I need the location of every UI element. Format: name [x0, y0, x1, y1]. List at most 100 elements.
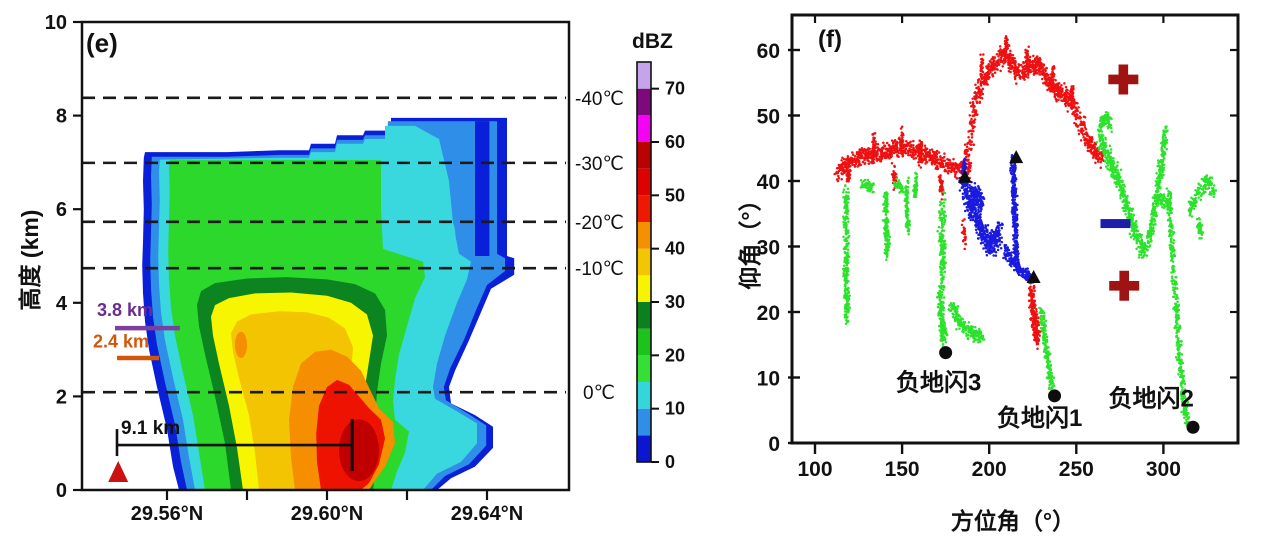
panel-e-y-tick-label: 0 [56, 480, 67, 502]
panel-e-y-tick-label: 8 [56, 106, 67, 128]
lightning-branch-red [1027, 275, 1042, 351]
panel-f-x-axis-title: 方位角（°） [950, 508, 1076, 534]
cg-flash-dot [939, 346, 953, 360]
cg-flash-label: 负地闪2 [1109, 385, 1194, 412]
isotherm-label: -30℃ [575, 154, 624, 175]
panel-e-y-axis-title: 高度 (km) [17, 209, 43, 311]
panel-e-y-tick-label: 2 [56, 386, 67, 408]
lightning-branch-red [1049, 64, 1056, 85]
panel-f-x-tick-label: 150 [885, 458, 920, 481]
cg-flash-label: 负地闪1 [997, 405, 1082, 432]
lightning-branch-red [1069, 84, 1075, 107]
lightning-branch-red [979, 53, 985, 81]
lightning-branch-green [1165, 187, 1191, 427]
lightning-branch-red [869, 132, 878, 165]
lightning-branch-green [903, 176, 912, 236]
negative-charge-icon [1100, 219, 1131, 229]
lightning-branch-red [890, 162, 898, 191]
colorbar-tick-label: 50 [665, 185, 685, 205]
colorbar-segment [637, 115, 651, 142]
panel-f-x-tick-label: 250 [1059, 458, 1094, 481]
panel-e-x-tick-label: 29.56°N [131, 503, 204, 525]
colorbar-tick-label: 20 [665, 345, 685, 365]
lightning-branch-green [1144, 125, 1169, 248]
colorbar-title: dBZ [632, 30, 673, 53]
lightning-branch-red [897, 125, 905, 159]
isotherm-label: 0℃ [583, 383, 615, 404]
panel-f-y-tick-label: 50 [757, 106, 780, 129]
colorbar-segment [637, 435, 651, 462]
isotherm-label: -40℃ [575, 89, 624, 110]
lightning-branch-green [1095, 125, 1149, 259]
lightning-branch-red [937, 174, 945, 201]
panel-f-markers: 负地闪3 负地闪1 负地闪2 [896, 150, 1200, 434]
colorbar-tick-label: 40 [665, 239, 685, 259]
lightning-branch-green [1098, 110, 1113, 134]
lightning-branch-red [1003, 34, 1009, 64]
flash-origin-triangle [1009, 150, 1024, 164]
colorbar-segment [637, 355, 651, 382]
lightning-branch-red [1023, 45, 1030, 68]
lightning-branch-green [841, 184, 851, 325]
lightning-branch-green [1187, 174, 1218, 218]
lightning-branch-green [911, 171, 919, 199]
colorbar-segment [637, 408, 651, 436]
lightning-branch-blue [1002, 243, 1032, 283]
lightning-branch-blue [969, 180, 986, 213]
panel-f-y-tick-label: 10 [757, 368, 780, 391]
lightning-branch-red [960, 218, 968, 251]
lightning-branch-green [947, 302, 986, 344]
lightning-branch-green [1195, 216, 1205, 240]
positive-charge-icon [1108, 64, 1139, 95]
panel-f-x-tick-label: 300 [1146, 458, 1181, 481]
lightning-branch-green [892, 177, 905, 194]
positive-charge-icon [1109, 270, 1140, 301]
lightning-branch-green [859, 178, 875, 194]
colorbar-tick-label: 30 [665, 292, 685, 312]
panel-f-axes: 100 150 200 250 300 0 10 20 30 40 50 60 [757, 15, 1238, 481]
colorbar-tick-label: 10 [665, 399, 685, 419]
panel-e-annotations: 3.8 km 2.4 km 9.1 km [93, 300, 354, 482]
colorbar-segment [637, 328, 651, 356]
panel-e-y-tick-label: 4 [56, 293, 68, 315]
width-annotation-text: 9.1 km [121, 418, 180, 439]
lightning-branch-red [845, 156, 853, 183]
colorbar-tick-label: 0 [665, 452, 675, 472]
lightning-branch-green [935, 190, 949, 349]
colorbar-tick-label: 70 [665, 79, 685, 99]
contour-0-5dbz [475, 121, 490, 256]
radar-site-triangle [108, 461, 129, 482]
panel-e-x-tick-label: 29.64°N [451, 503, 524, 525]
colorbar-segment [637, 248, 651, 276]
panel-f-x-tick-label: 200 [972, 458, 1007, 481]
colorbar-tick-label: 60 [665, 132, 685, 152]
contour-10-15dbz [446, 220, 456, 254]
lightning-branch-green [881, 191, 892, 261]
colorbar-segment [637, 168, 651, 196]
colorbar-frame [636, 61, 652, 463]
flash-origin-triangle [957, 169, 972, 183]
lightning-branch-green [1155, 192, 1173, 210]
panel-f-x-tick-label: 100 [797, 458, 832, 481]
panel-e-label: (e) [86, 28, 118, 58]
cg-flash-label: 负地闪3 [896, 370, 981, 397]
panel-f-y-tick-label: 20 [757, 302, 780, 325]
isotherm-label: -20℃ [575, 213, 624, 234]
colorbar-segment [637, 62, 651, 89]
colorbar-segment [637, 382, 651, 409]
panel-e-y-tick-label: 10 [45, 12, 67, 34]
height-annotation-text-2: 2.4 km [93, 332, 149, 352]
isotherm-lines: -40℃ -30℃ -20℃ -10℃ 0℃ [82, 89, 624, 404]
flash-origin-triangle [1026, 269, 1041, 283]
colorbar-segment [637, 222, 651, 249]
cg-flash-dot [1048, 389, 1062, 403]
lightning-branch-green [1038, 306, 1056, 393]
panel-e-contours [142, 117, 515, 490]
panel-f-y-tick-label: 0 [768, 433, 780, 456]
panel-f-y-tick-label: 30 [757, 237, 780, 260]
height-annotation-text-1: 3.8 km [97, 300, 153, 320]
panel-e-y-tick-label: 6 [56, 199, 67, 221]
panel-f-scatter [833, 34, 1218, 427]
